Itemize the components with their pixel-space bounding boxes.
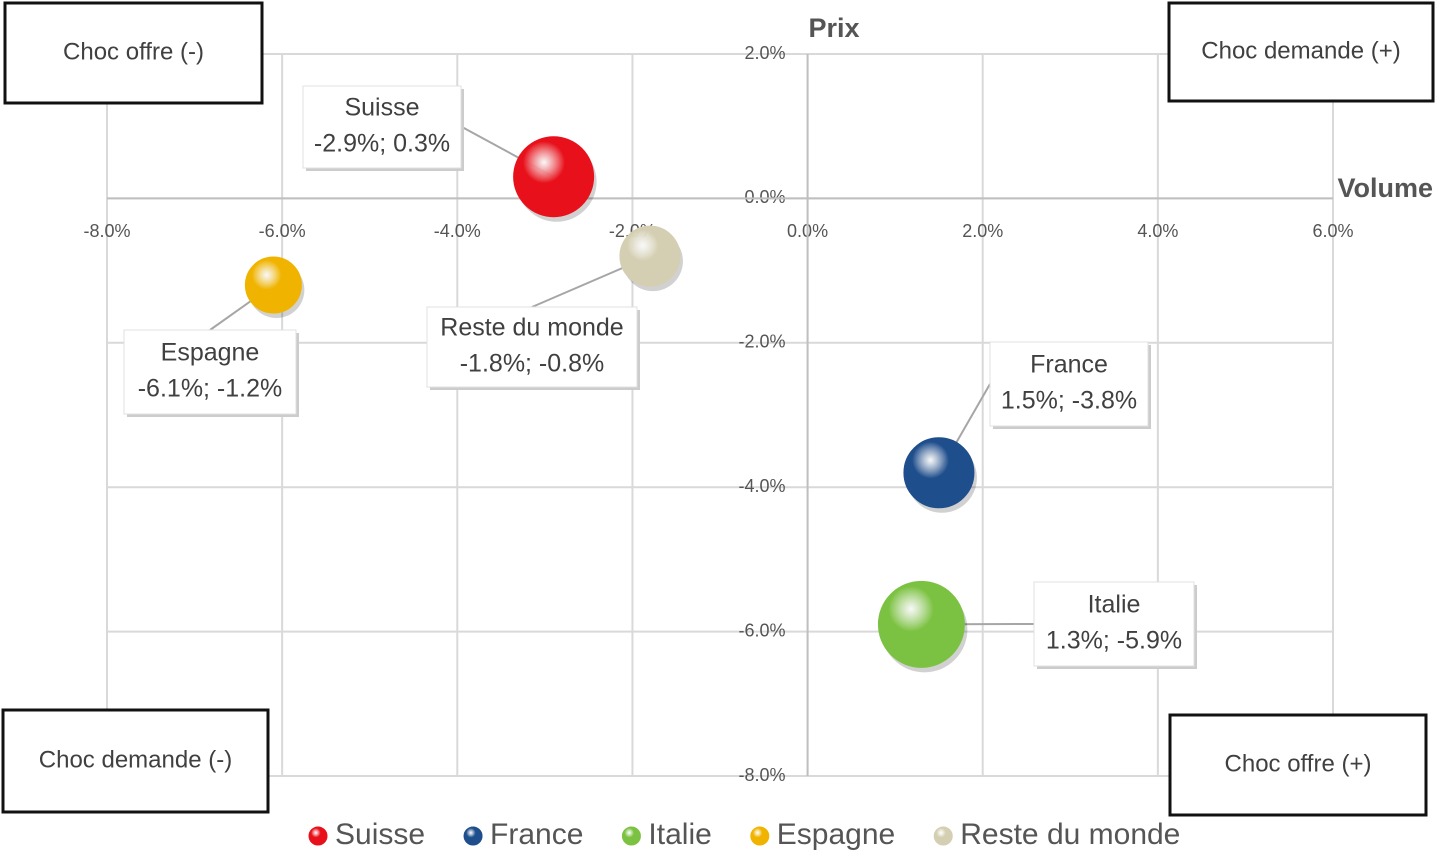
legend-marker xyxy=(621,826,641,846)
legend-label: Reste du monde xyxy=(960,818,1180,851)
annotation-box xyxy=(1,708,270,814)
data-label: -2.9%; 0.3% xyxy=(314,130,450,158)
bubble xyxy=(903,437,975,509)
x-axis-title: Volume xyxy=(1337,173,1433,203)
annotation-box xyxy=(3,1,264,105)
legend-label: Suisse xyxy=(335,818,425,851)
label-box xyxy=(989,341,1149,427)
y-tick-label: -8.0% xyxy=(739,765,786,785)
bubble xyxy=(877,580,965,668)
annotation-box xyxy=(1168,713,1428,817)
legend-label: Italie xyxy=(648,818,711,851)
label-box xyxy=(123,329,297,415)
label-box xyxy=(302,85,462,169)
annotation: Choc demande (-) xyxy=(39,746,232,773)
data-label: 1.5%; -3.8% xyxy=(1001,387,1137,415)
y-tick-label: -6.0% xyxy=(739,620,786,640)
annotation: Choc demande (+) xyxy=(1201,37,1400,64)
legend: Suisse France Italie Espagne Reste du monde xyxy=(308,818,1180,851)
legend-marker xyxy=(463,826,483,846)
data-label-name: France xyxy=(1030,351,1108,379)
data-label-name: Suisse xyxy=(344,94,419,122)
bubble xyxy=(619,225,681,287)
legend-marker xyxy=(308,826,328,846)
legend-label: France xyxy=(490,818,583,851)
y-tick-label: 0.0% xyxy=(745,187,786,207)
data-label-name: Reste du monde xyxy=(440,314,623,342)
legend-label: Espagne xyxy=(777,818,895,851)
data-label: 1.3%; -5.9% xyxy=(1046,627,1182,655)
x-tick-label: -8.0% xyxy=(83,221,130,241)
x-tick-label: -4.0% xyxy=(434,221,481,241)
data-label-name: Italie xyxy=(1088,591,1141,619)
legend-marker xyxy=(750,826,770,846)
x-tick-label: 4.0% xyxy=(1137,221,1178,241)
annotation: Choc offre (+) xyxy=(1225,750,1372,777)
data-label-name: Espagne xyxy=(161,339,260,367)
bubble xyxy=(513,136,595,218)
annotation: Choc offre (-) xyxy=(63,38,204,65)
x-tick-label: -6.0% xyxy=(259,221,306,241)
bubble xyxy=(244,256,302,314)
data-label: -6.1%; -1.2% xyxy=(138,375,283,403)
annotation-box xyxy=(1167,1,1435,103)
y-tick-label: 2.0% xyxy=(745,43,786,63)
y-axis-title: Prix xyxy=(808,13,859,43)
x-tick-label: 2.0% xyxy=(962,221,1003,241)
label-box xyxy=(426,306,638,388)
y-tick-label: -2.0% xyxy=(739,332,786,352)
y-tick-label: -4.0% xyxy=(739,476,786,496)
x-tick-label: 6.0% xyxy=(1312,221,1353,241)
label-box xyxy=(1033,581,1195,667)
data-label: -1.8%; -0.8% xyxy=(460,350,605,378)
legend-marker xyxy=(933,826,953,846)
